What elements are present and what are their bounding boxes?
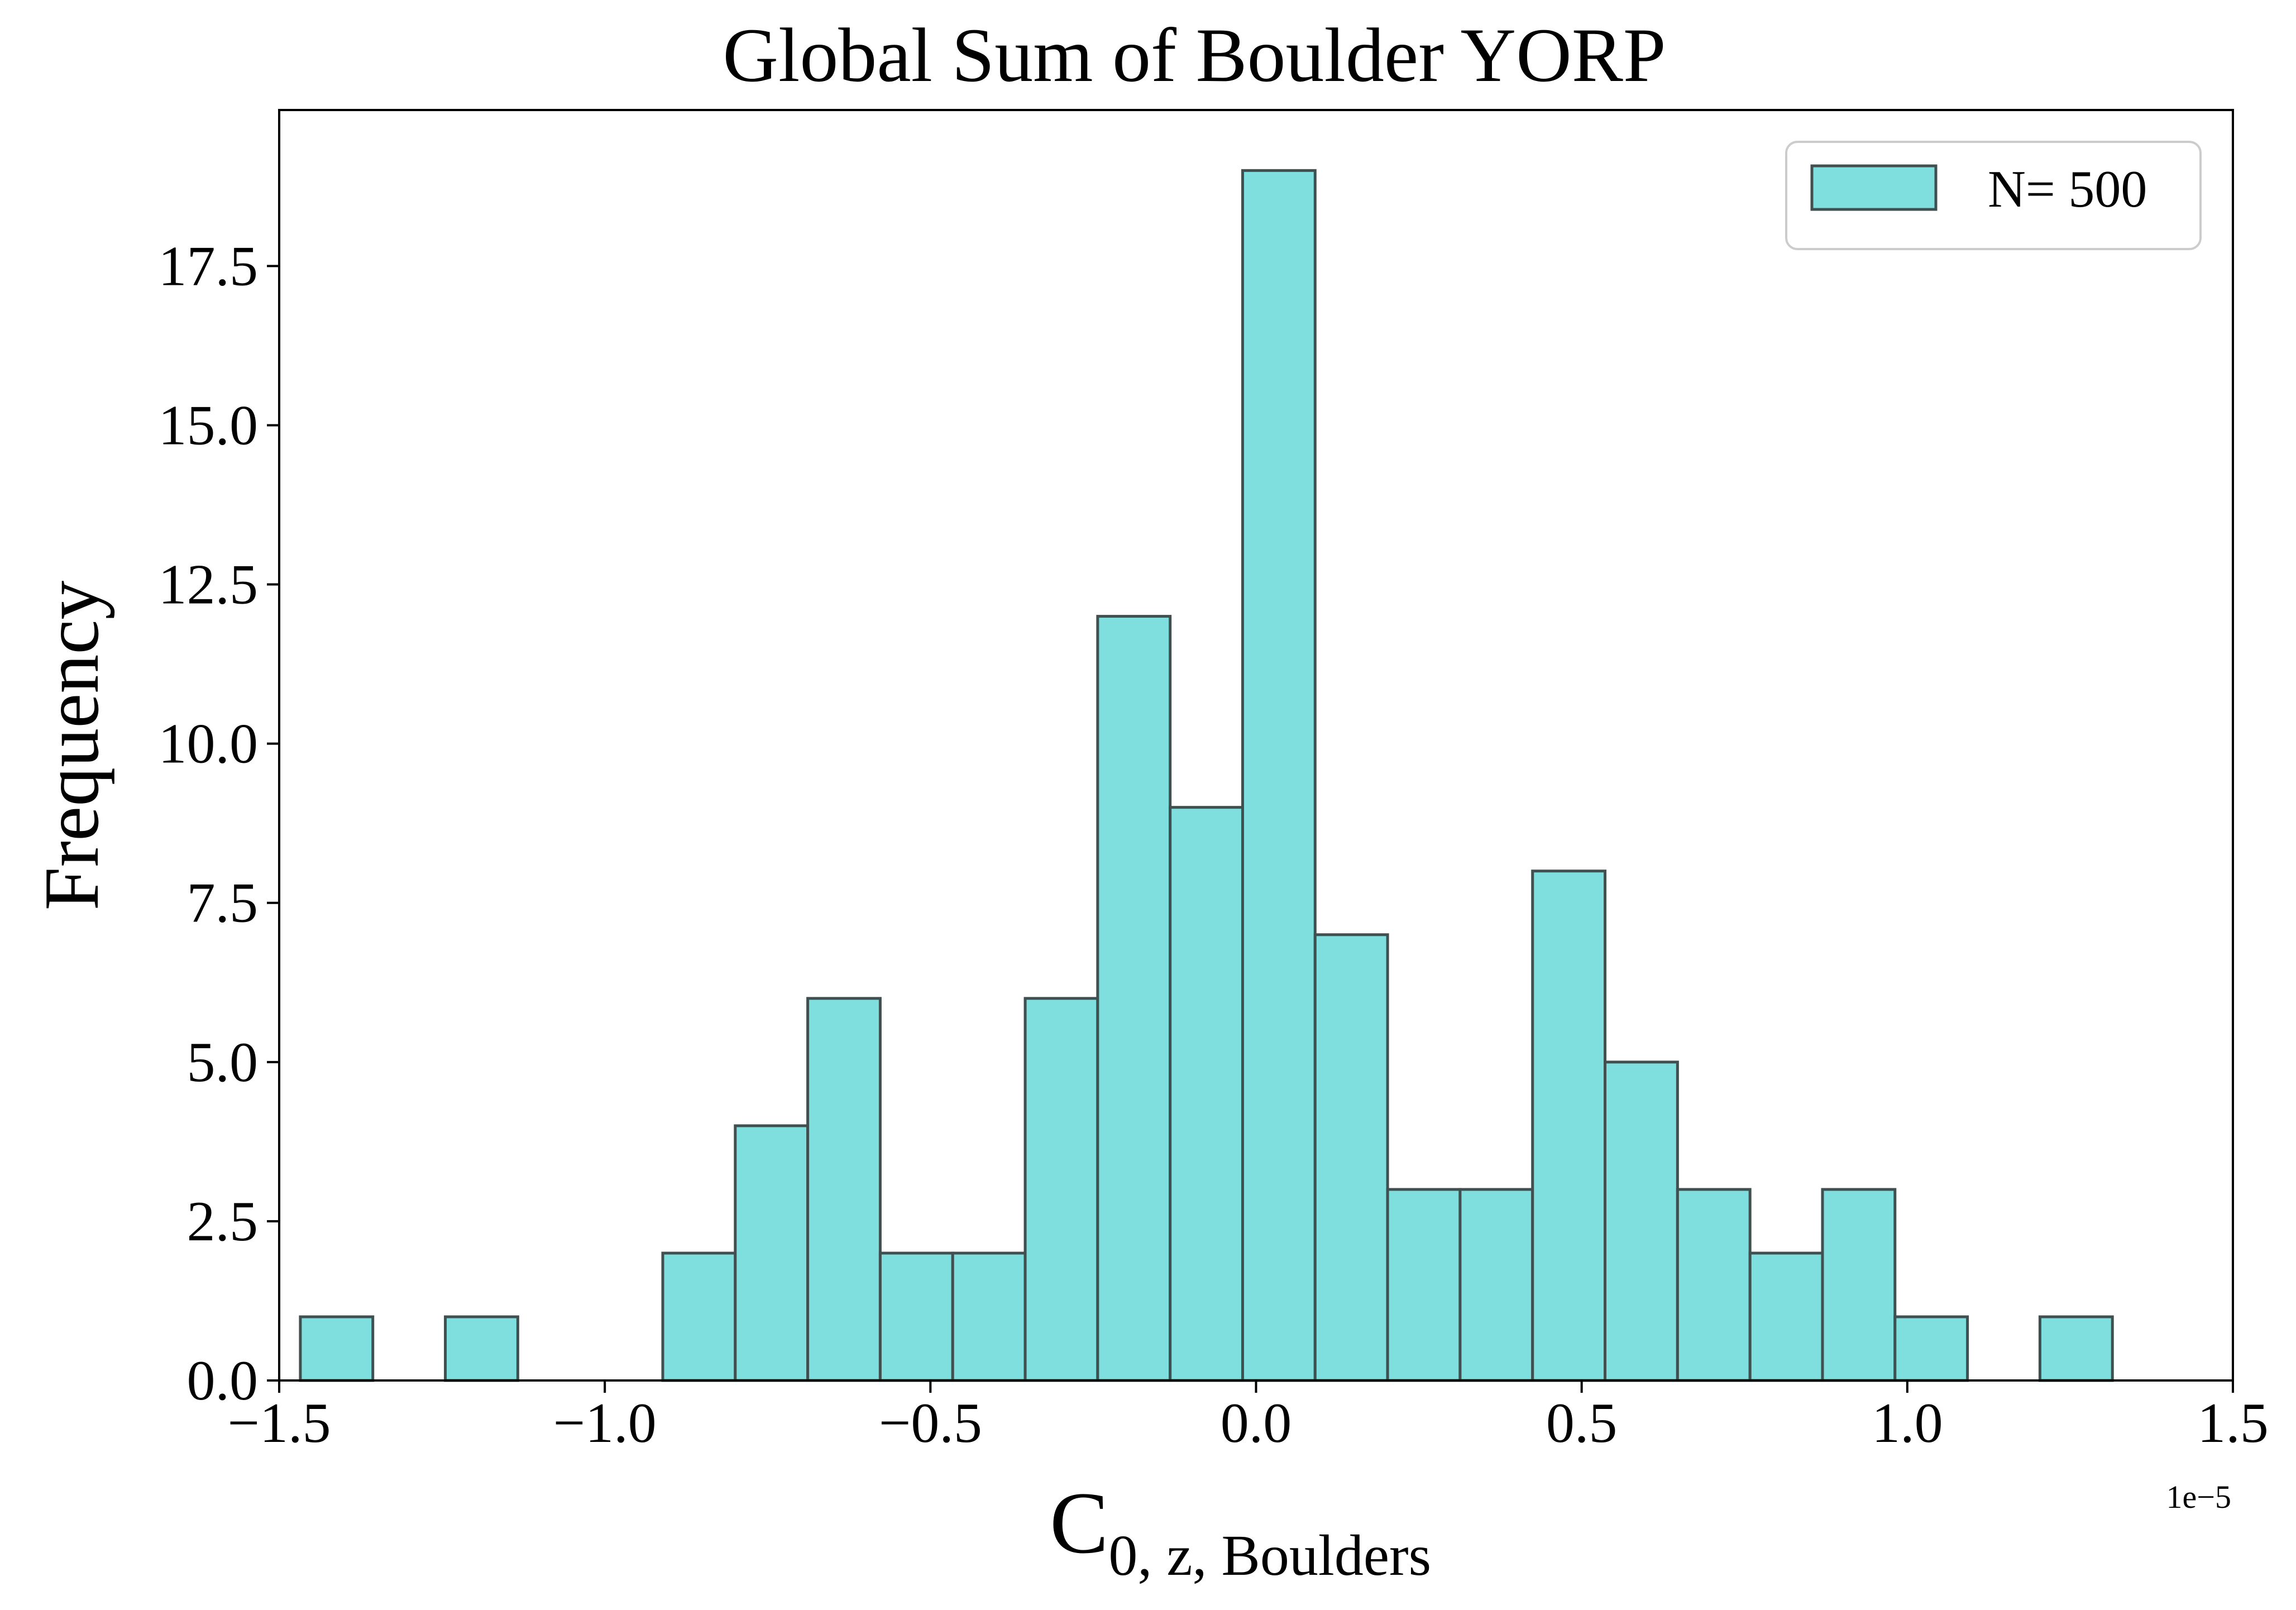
y-tick-label: 0.0 xyxy=(187,1349,259,1412)
y-tick-label: 17.5 xyxy=(159,235,259,298)
chart-title: Global Sum of Boulder YORP xyxy=(723,12,1666,98)
y-axis: 0.0 2.5 5.0 7.5 10.0 12.5 15.0 17.5 xyxy=(159,235,279,1412)
y-tick-label: 12.5 xyxy=(159,553,259,617)
x-offset-label: 1e−5 xyxy=(2166,1479,2231,1515)
histogram-bar xyxy=(1096,615,1172,1382)
histogram-bar xyxy=(878,1251,954,1382)
y-tick-label: 7.5 xyxy=(187,872,259,935)
x-tick-label: 0.0 xyxy=(1221,1392,1292,1455)
legend: N= 500 xyxy=(1785,141,2202,250)
x-tick-label: −0.5 xyxy=(879,1392,982,1455)
histogram-bar xyxy=(2038,1315,2114,1382)
histogram-bar xyxy=(1676,1188,1752,1382)
histogram-bar xyxy=(1023,997,1099,1382)
histogram-bar xyxy=(661,1251,737,1382)
histogram-bar xyxy=(1531,870,1607,1382)
histogram-bar xyxy=(806,997,882,1382)
histogram-bar xyxy=(1169,806,1244,1382)
x-tick-label: −1.0 xyxy=(553,1392,657,1455)
histogram-bar xyxy=(1821,1188,1897,1382)
histogram-bar xyxy=(734,1124,810,1382)
histogram-bar xyxy=(1893,1315,1969,1382)
histogram-bar xyxy=(951,1251,1027,1382)
bars-group xyxy=(299,169,2114,1382)
x-tick-label: 1.5 xyxy=(2197,1392,2269,1455)
histogram-bar xyxy=(444,1315,519,1382)
x-tick-label: −1.5 xyxy=(227,1392,331,1455)
histogram-bar xyxy=(1241,169,1317,1382)
histogram-bar xyxy=(1458,1188,1534,1382)
histogram-bar xyxy=(1604,1060,1679,1382)
y-tick-label: 5.0 xyxy=(187,1031,259,1094)
x-tick-label: 0.5 xyxy=(1546,1392,1618,1455)
x-tick-label: 1.0 xyxy=(1872,1392,1943,1455)
histogram-bar xyxy=(299,1315,375,1382)
y-tick-label: 15.0 xyxy=(159,394,259,457)
histogram-bar xyxy=(1313,933,1389,1382)
x-axis: −1.5 −1.0 −0.5 0.0 0.5 1.0 1.5 xyxy=(227,1380,2269,1455)
y-tick-label: 10.0 xyxy=(159,713,259,776)
y-tick-label: 2.5 xyxy=(187,1190,259,1253)
y-axis-label: Frequency xyxy=(28,581,115,911)
legend-swatch xyxy=(1810,164,1938,211)
x-axis-label: C0, z, Boulders xyxy=(1050,1474,1431,1588)
histogram-bar xyxy=(1748,1251,1824,1382)
x-axis-label-main: C xyxy=(1050,1474,1108,1572)
legend-label: N= 500 xyxy=(1988,160,2147,218)
x-axis-label-subscript: 0, z, Boulders xyxy=(1108,1523,1431,1588)
histogram-bar xyxy=(1386,1188,1462,1382)
